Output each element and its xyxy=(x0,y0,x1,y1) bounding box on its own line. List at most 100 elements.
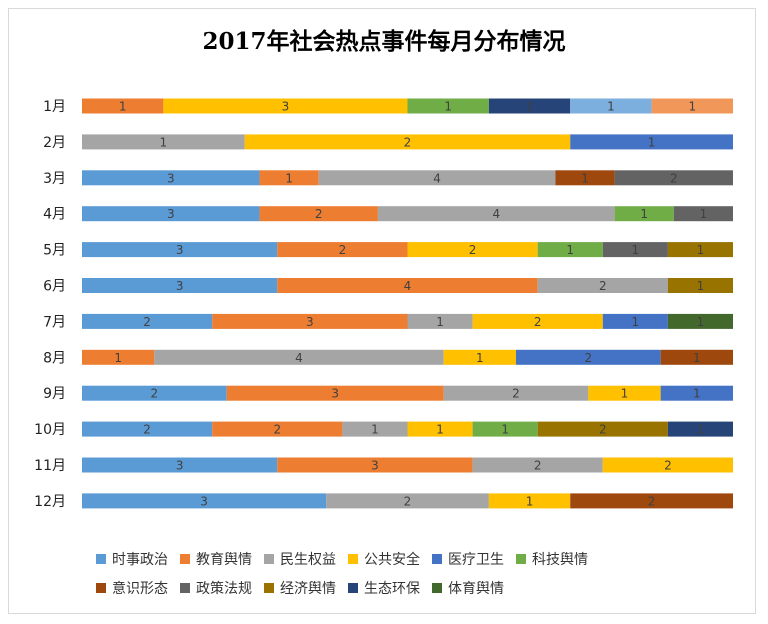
bar-segment xyxy=(537,421,668,437)
bar-segment xyxy=(82,493,327,509)
bar-segment xyxy=(259,170,319,186)
bar-segment xyxy=(407,313,473,329)
data-label: 3 xyxy=(331,387,339,401)
data-label: 4 xyxy=(433,171,441,185)
category-label: 5月 xyxy=(43,243,66,259)
data-label: 2 xyxy=(404,494,412,508)
bar-segment xyxy=(614,206,674,222)
legend-row: 时事政治 教育舆情 民生权益 公共安全 医疗卫生 科技舆情 xyxy=(96,548,716,570)
bar-segment xyxy=(602,242,668,258)
data-label: 1 xyxy=(444,100,452,114)
data-label: 3 xyxy=(167,207,175,221)
legend-swatch xyxy=(348,554,358,564)
bar-segment xyxy=(472,313,603,329)
data-label: 2 xyxy=(339,243,347,257)
bar-segment xyxy=(488,493,571,509)
bar-segment xyxy=(212,421,343,437)
bar-segment xyxy=(660,385,733,401)
legend-item: 民生权益 xyxy=(264,549,336,569)
bar-segment xyxy=(163,98,408,114)
data-label: 2 xyxy=(534,315,542,329)
data-label: 1 xyxy=(688,100,696,114)
category-label: 1月 xyxy=(43,99,66,115)
bar-segment xyxy=(277,278,538,293)
legend-label: 意识形态 xyxy=(112,581,168,597)
legend-item: 经济舆情 xyxy=(264,578,336,598)
data-label: 1 xyxy=(632,315,640,329)
bar-segment xyxy=(537,278,668,293)
data-label: 3 xyxy=(176,243,184,257)
legend-item: 时事政治 xyxy=(96,549,168,569)
bar-segment xyxy=(555,170,615,186)
data-label: 2 xyxy=(143,423,151,437)
data-label: 1 xyxy=(371,423,379,437)
data-label: 2 xyxy=(664,459,672,473)
bar-segment xyxy=(82,313,213,329)
legend-label: 医疗卫生 xyxy=(448,552,504,568)
data-label: 3 xyxy=(282,100,290,114)
data-label: 2 xyxy=(469,243,477,257)
category-label: 11月 xyxy=(34,458,66,474)
bar-segment xyxy=(277,242,408,258)
bar-segment xyxy=(259,206,378,222)
bar-segment xyxy=(407,98,489,114)
data-label: 2 xyxy=(512,387,520,401)
data-label: 4 xyxy=(404,279,412,293)
legend-swatch xyxy=(264,554,274,564)
bar-segment xyxy=(82,134,245,150)
bar-segment xyxy=(673,206,733,222)
data-label: 2 xyxy=(670,171,678,185)
category-label: 9月 xyxy=(43,386,66,402)
legend-swatch xyxy=(348,583,358,593)
bar-segment xyxy=(82,421,213,437)
bar-segment xyxy=(326,493,489,509)
data-label: 4 xyxy=(492,207,500,221)
legend-label: 时事政治 xyxy=(112,552,168,568)
legend-item: 政策法规 xyxy=(180,578,252,598)
bar-segment xyxy=(443,349,516,365)
category-label: 12月 xyxy=(34,494,66,510)
bar-segment xyxy=(82,98,164,114)
data-label: 1 xyxy=(693,387,701,401)
bar-segment xyxy=(660,349,733,365)
data-label: 1 xyxy=(697,423,705,437)
legend-item: 体育舆情 xyxy=(432,578,504,598)
data-label: 1 xyxy=(526,100,534,114)
legend-label: 教育舆情 xyxy=(196,552,252,568)
category-label: 6月 xyxy=(43,279,66,295)
legend-item: 医疗卫生 xyxy=(432,549,504,569)
bar-segment xyxy=(488,98,571,114)
data-label: 2 xyxy=(315,207,323,221)
legend-label: 政策法规 xyxy=(196,581,252,597)
legend-swatch xyxy=(432,554,442,564)
data-label: 2 xyxy=(143,315,151,329)
data-label: 1 xyxy=(693,351,701,365)
data-label: 1 xyxy=(697,243,705,257)
bar-segment xyxy=(588,385,661,401)
bar-segment xyxy=(82,170,260,186)
bar-segment xyxy=(667,421,733,437)
data-label: 1 xyxy=(476,351,484,365)
legend-label: 体育舆情 xyxy=(448,581,504,597)
bar-segment xyxy=(472,421,538,437)
bar-segment xyxy=(570,98,652,114)
category-label: 2月 xyxy=(43,135,66,151)
data-label: 2 xyxy=(599,279,607,293)
legend-label: 生态环保 xyxy=(364,581,420,597)
bar-segment xyxy=(472,457,603,473)
data-label: 1 xyxy=(648,135,656,149)
data-label: 1 xyxy=(621,387,629,401)
data-label: 3 xyxy=(176,459,184,473)
bar-segment xyxy=(244,134,571,150)
legend-item: 公共安全 xyxy=(348,549,420,569)
legend-swatch xyxy=(96,554,106,564)
data-label: 3 xyxy=(200,494,208,508)
data-label: 1 xyxy=(285,171,293,185)
bar-segment xyxy=(82,206,260,222)
bar-segment xyxy=(407,421,473,437)
data-label: 1 xyxy=(697,279,705,293)
data-label: 1 xyxy=(526,494,534,508)
bar-segment xyxy=(277,457,473,473)
data-label: 2 xyxy=(648,494,656,508)
